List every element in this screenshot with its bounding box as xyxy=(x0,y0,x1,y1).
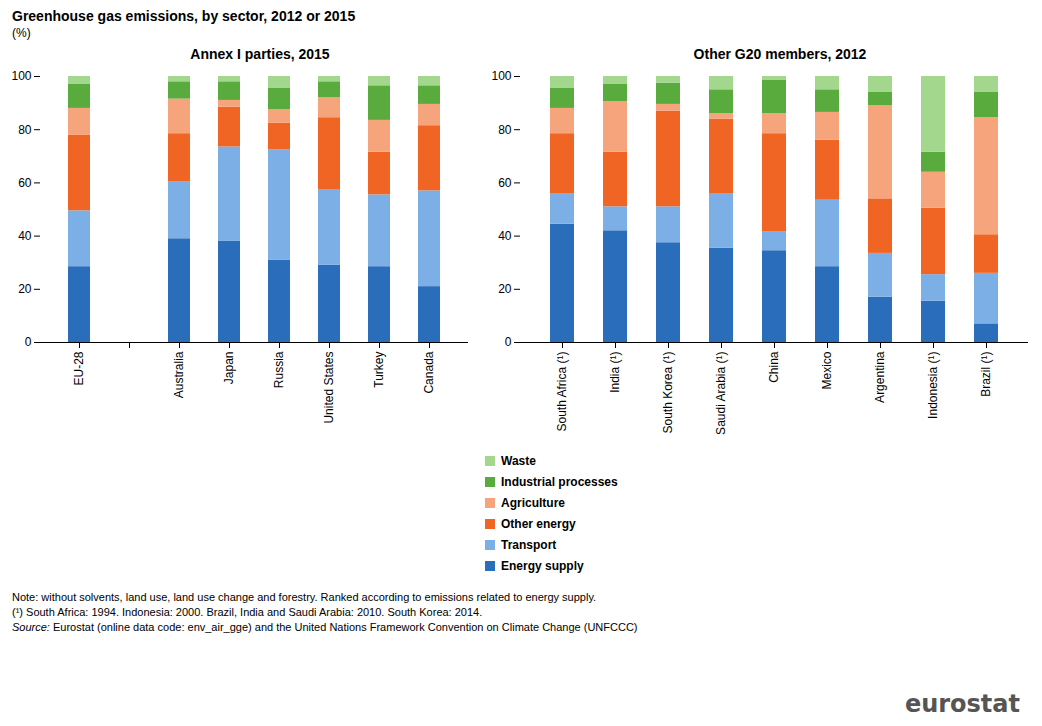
svg-text:India (¹): India (¹) xyxy=(608,351,622,392)
svg-text:Turkey: Turkey xyxy=(372,352,386,388)
svg-text:0: 0 xyxy=(505,335,512,349)
html-text:Other G20 members, 2012: Other G20 members, 2012 xyxy=(693,46,867,62)
svg-text:Brazil (¹): Brazil (¹) xyxy=(979,351,993,396)
svg-text:60: 60 xyxy=(498,176,512,190)
html-text:Source: Eurostat (online data: Source: Eurostat (online data code: env_… xyxy=(12,621,638,633)
svg-text:Indonesia (¹): Indonesia (¹) xyxy=(926,352,940,419)
html-text:Other energy: Other energy xyxy=(501,516,576,531)
html-text:(¹) South Africa: 1994. Indone: (¹) South Africa: 1994. Indonesia: 2000.… xyxy=(12,606,483,618)
svg-text:China: China xyxy=(767,351,781,383)
svg-text:100: 100 xyxy=(491,69,511,83)
svg-text:Saudi Arabia (¹): Saudi Arabia (¹) xyxy=(714,351,728,434)
svg-text:Argentina: Argentina xyxy=(873,351,887,403)
svg-text:Russia: Russia xyxy=(272,351,286,388)
html-text:Energy supply: Energy supply xyxy=(501,558,584,573)
html-text:Annex I parties, 2015: Annex I parties, 2015 xyxy=(190,46,330,62)
svg-text:80: 80 xyxy=(498,123,512,137)
svg-text:United States: United States xyxy=(322,352,336,424)
html-text:Industrial processes: Industrial processes xyxy=(501,474,618,489)
svg-text:South Korea (¹): South Korea (¹) xyxy=(661,352,675,434)
html-text:Agriculture: Agriculture xyxy=(501,495,565,510)
svg-text:40: 40 xyxy=(498,229,512,243)
svg-text:20: 20 xyxy=(18,282,32,296)
svg-text:South Africa (¹): South Africa (¹) xyxy=(555,352,569,432)
svg-text:EU-28: EU-28 xyxy=(72,351,86,385)
html-text:eurostat: eurostat xyxy=(904,690,1020,718)
svg-text:60: 60 xyxy=(18,176,32,190)
html-text:Greenhouse gas emissions, by s: Greenhouse gas emissions, by sector, 201… xyxy=(12,8,356,24)
svg-text:40: 40 xyxy=(18,229,32,243)
svg-text:Mexico: Mexico xyxy=(820,351,834,389)
html-text:Note: without solvents, land u: Note: without solvents, land use, land u… xyxy=(12,591,597,603)
svg-text:Canada: Canada xyxy=(422,351,436,393)
html-text:Waste: Waste xyxy=(501,453,536,468)
svg-text:100: 100 xyxy=(11,69,31,83)
html-text:Transport: Transport xyxy=(501,537,557,552)
svg-text:0: 0 xyxy=(25,335,32,349)
svg-text:20: 20 xyxy=(498,282,512,296)
svg-text:80: 80 xyxy=(18,123,32,137)
svg-text:Australia: Australia xyxy=(172,351,186,398)
svg-text:Japan: Japan xyxy=(222,352,236,385)
